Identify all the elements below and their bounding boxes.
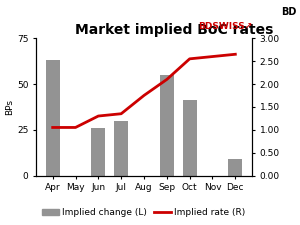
Text: Market implied BoC rates: Market implied BoC rates	[75, 23, 273, 37]
Text: BD: BD	[282, 7, 297, 17]
Text: BDSWISS↗: BDSWISS↗	[198, 22, 252, 31]
Legend: Implied change (L), Implied rate (R): Implied change (L), Implied rate (R)	[39, 204, 249, 220]
Bar	[183, 101, 196, 176]
Bar	[46, 60, 59, 176]
Y-axis label: BPs: BPs	[5, 99, 14, 115]
Bar	[114, 121, 128, 176]
Bar	[92, 128, 105, 176]
Bar	[229, 159, 242, 176]
Bar	[160, 75, 174, 176]
